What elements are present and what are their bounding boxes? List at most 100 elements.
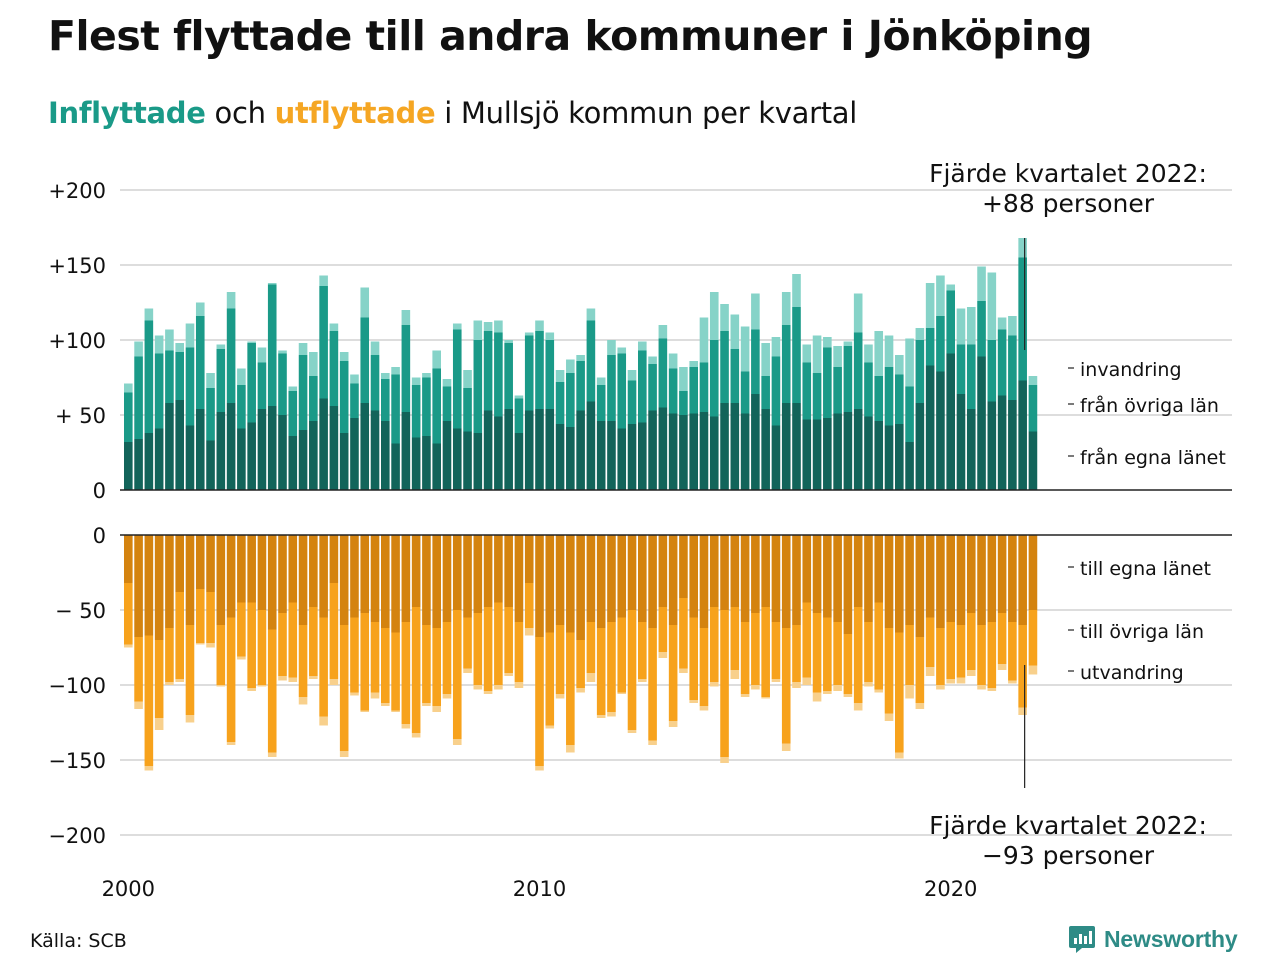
bar-in xyxy=(658,338,668,408)
bar-in xyxy=(154,353,164,429)
bar-out xyxy=(833,685,842,691)
chart-title: Flest flyttade till andra kommuner i Jön… xyxy=(48,12,1093,60)
bar-out xyxy=(278,535,287,613)
bar-out xyxy=(730,607,740,670)
bar-in xyxy=(524,410,534,490)
bar-out xyxy=(771,679,781,682)
bar-in xyxy=(463,370,472,388)
bar-in xyxy=(442,379,452,387)
bar-out xyxy=(966,670,976,676)
bar-in xyxy=(936,316,945,372)
bar-out xyxy=(278,613,287,676)
bar-in xyxy=(1018,238,1027,258)
bar-out xyxy=(381,703,390,706)
bar-in xyxy=(257,362,267,409)
bar-in xyxy=(309,421,318,490)
bar-in xyxy=(956,308,966,345)
bar-out xyxy=(853,703,863,711)
bar-in xyxy=(802,344,812,363)
bar-out xyxy=(504,535,513,607)
bar-in xyxy=(401,310,411,325)
bar-in xyxy=(617,347,627,354)
bar-out xyxy=(905,535,914,625)
bar-out xyxy=(401,535,411,622)
bar-in xyxy=(298,430,308,490)
bar-in xyxy=(442,421,452,490)
bar-out xyxy=(658,607,668,652)
bar-in xyxy=(452,323,462,330)
bar-in xyxy=(278,415,287,490)
bar-in xyxy=(473,320,483,340)
bar-out xyxy=(627,730,637,733)
bar-in xyxy=(812,419,822,490)
bar-in xyxy=(267,406,277,490)
bar-out xyxy=(381,535,390,628)
bar-in xyxy=(966,307,976,345)
bar-out xyxy=(494,535,503,603)
bar-in xyxy=(514,395,524,399)
bar-out xyxy=(175,535,184,592)
bar-out xyxy=(638,679,647,682)
bar-out xyxy=(751,535,760,613)
bar-in xyxy=(730,314,740,349)
bar-out xyxy=(812,692,822,702)
bar-in xyxy=(360,287,370,318)
bar-out xyxy=(154,535,164,640)
bar-in xyxy=(720,403,729,490)
bar-in xyxy=(679,391,688,415)
bar-in xyxy=(226,308,236,403)
bar-out xyxy=(124,583,133,645)
bar-out xyxy=(658,535,668,607)
bar-out xyxy=(432,535,441,628)
bar-in xyxy=(391,367,400,375)
subtitle-rest: i Mullsjö kommun per kvartal xyxy=(435,96,857,130)
y-tick-label-in: 0 xyxy=(93,479,106,503)
bar-in xyxy=(586,308,596,321)
bar-out xyxy=(884,713,894,721)
bar-out xyxy=(617,692,627,694)
bar-in xyxy=(524,332,534,336)
bar-out xyxy=(802,677,812,685)
bar-in xyxy=(812,335,822,373)
bar-out xyxy=(350,692,359,696)
bar-out xyxy=(360,710,370,712)
bar-in xyxy=(195,302,205,316)
bar-in xyxy=(689,361,698,367)
bar-in xyxy=(350,374,359,384)
bar-in xyxy=(165,329,174,351)
bar-out xyxy=(339,751,349,757)
bar-out xyxy=(319,617,328,717)
bar-out xyxy=(679,598,688,669)
bar-in xyxy=(278,350,287,354)
bar-in xyxy=(627,370,637,381)
bar-in xyxy=(566,359,575,373)
bar-in xyxy=(792,307,801,403)
bar-in xyxy=(494,332,503,417)
bar-in xyxy=(884,335,894,367)
y-tick-label-in: +100 xyxy=(48,329,106,353)
bar-in xyxy=(494,320,503,333)
bar-in xyxy=(514,433,524,490)
bar-in xyxy=(905,338,914,387)
bar-out xyxy=(792,625,801,682)
bar-in xyxy=(432,350,441,369)
bar-out xyxy=(925,535,935,618)
bar-in xyxy=(730,403,740,490)
bar-in xyxy=(596,385,606,421)
bar-out xyxy=(679,668,688,673)
y-tick-label-out: −100 xyxy=(48,674,106,698)
annotation-title: Fjärde kvartalet 2022: xyxy=(929,811,1207,840)
bar-out xyxy=(298,625,308,697)
bar-out xyxy=(946,679,955,684)
bar-in xyxy=(267,283,277,285)
bar-in xyxy=(370,355,380,411)
bar-out xyxy=(165,628,174,682)
bar-in xyxy=(617,353,627,429)
bar-out xyxy=(195,535,205,589)
bar-out xyxy=(833,535,842,622)
y-tick-label-out: − 50 xyxy=(55,599,106,623)
bar-out xyxy=(309,535,318,607)
bar-out xyxy=(576,640,585,688)
bar-in xyxy=(422,377,431,436)
bar-out xyxy=(853,607,863,703)
